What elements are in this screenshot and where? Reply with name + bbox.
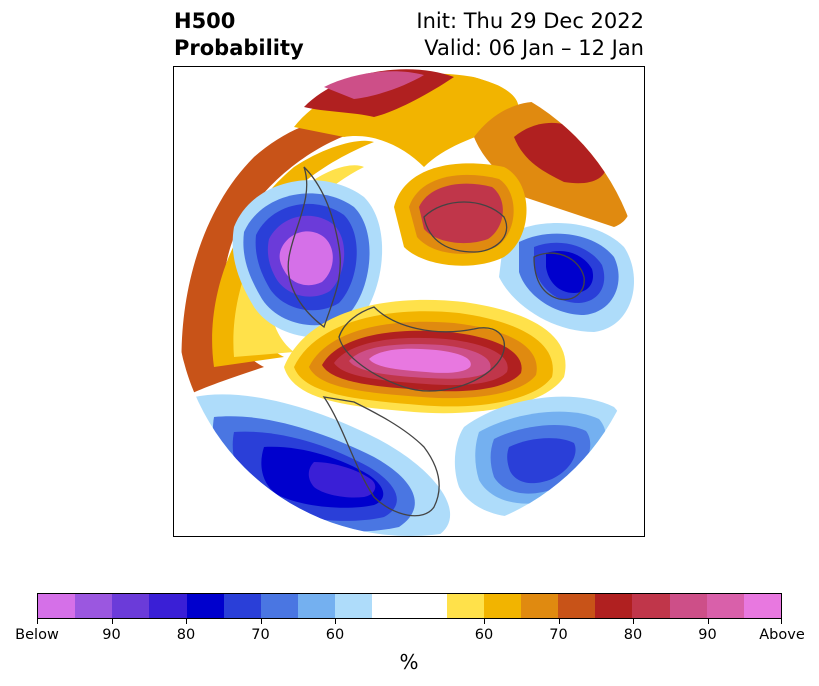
colorbar-tick-label: 70 [251, 627, 270, 643]
colorbar-segment [521, 594, 559, 618]
colorbar-segment [558, 594, 596, 618]
colorbar-segment [260, 594, 299, 618]
coastlines [287, 166, 585, 517]
colorbar-tick-label: Below [15, 627, 59, 643]
colorbar-tick [37, 619, 38, 624]
probability-map [173, 66, 645, 537]
chart-title-left: H500 Probability [174, 8, 304, 62]
colorbar-segment [186, 594, 224, 618]
colorbar-tick [707, 619, 709, 624]
colorbar-tick-label: 70 [549, 627, 568, 643]
colorbar-segment [75, 594, 113, 618]
colorbar-tick [111, 619, 113, 624]
colorbar-unit: % [399, 650, 419, 674]
colorbar-segment [743, 594, 782, 618]
colorbar-segment [223, 594, 261, 618]
colorbar-tick [558, 619, 560, 624]
colorbar-segment [112, 594, 150, 618]
probability-title: Probability [174, 36, 304, 60]
colorbar-segment [706, 594, 744, 618]
colorbar-segment [298, 594, 336, 618]
colorbar-tick-label: 90 [698, 627, 717, 643]
colorbar-tick-label: 80 [623, 627, 643, 643]
colorbar [37, 593, 782, 619]
colorbar-tick-label: 80 [176, 627, 196, 643]
colorbar-segment [595, 594, 633, 618]
colorbar-segment [632, 594, 670, 618]
colorbar-tick-label: 90 [102, 627, 121, 643]
map-canvas [176, 68, 644, 536]
valid-date-range: Valid: 06 Jan – 12 Jan [424, 36, 644, 60]
colorbar-tick [260, 619, 262, 624]
colorbar-segment [335, 594, 373, 618]
colorbar-segment [38, 594, 76, 618]
chart-title-right: Init: Thu 29 Dec 2022 Valid: 06 Jan – 12… [416, 8, 644, 62]
colorbar-tick [781, 619, 782, 624]
colorbar-tick-label: 60 [474, 627, 494, 643]
colorbar-segment [372, 594, 447, 618]
colorbar-tick [335, 619, 336, 624]
variable-title: H500 [174, 9, 236, 33]
colorbar-segment [483, 594, 522, 618]
init-date: Init: Thu 29 Dec 2022 [416, 9, 644, 33]
colorbar-tick [484, 619, 485, 624]
colorbar-tick [633, 619, 634, 624]
colorbar-segment [669, 594, 707, 618]
colorbar-tick [186, 619, 187, 624]
colorbar-tick-label: 60 [325, 627, 345, 643]
colorbar-segment [149, 594, 187, 618]
colorbar-tick-label: Above [759, 627, 805, 643]
colorbar-segment [446, 594, 484, 618]
